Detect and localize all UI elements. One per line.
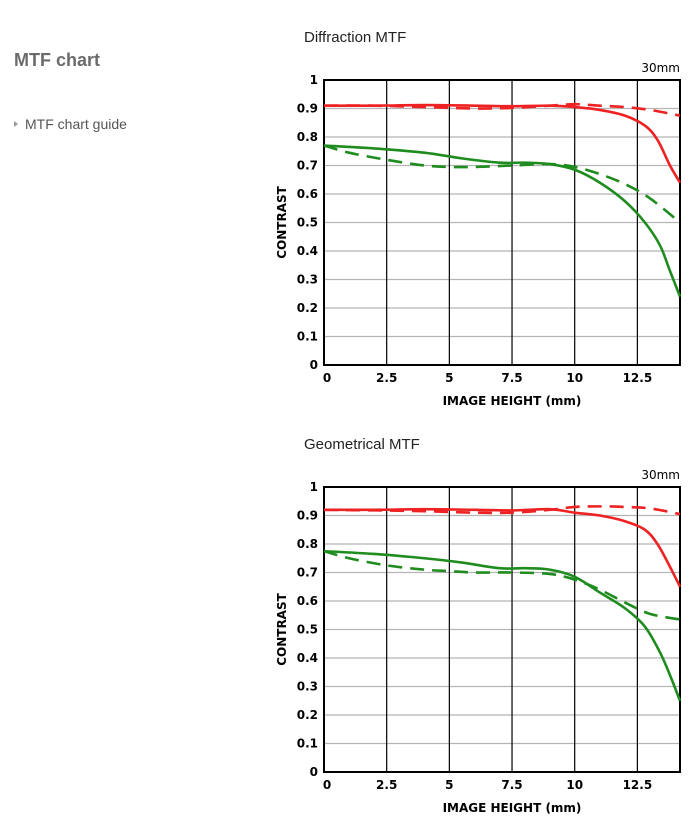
y-tick-label: 0.8 [297, 130, 318, 144]
x-axis-label: IMAGE HEIGHT (mm) [443, 801, 582, 815]
x-tick-label: 5 [445, 371, 453, 385]
diffraction-mtf-chart: Diffraction MTF 0 0.1 0.2 0.3 0.4 0.5 0.6 0.7 0.… [262, 25, 692, 425]
series-green-solid-line [323, 144, 682, 298]
y-axis-label: CONTRAST [275, 592, 289, 665]
y-tick-label: 0.7 [297, 566, 318, 580]
y-tick-label: 0 [310, 765, 318, 779]
y-tick-label: 0.2 [297, 708, 318, 722]
x-tick-label: 0 [323, 778, 331, 792]
y-tick-label: 0.1 [297, 330, 318, 344]
chart-title: Diffraction MTF [304, 29, 407, 46]
focal-length-annotation: 30mm [641, 468, 680, 482]
series-red-solid-line [323, 507, 682, 588]
y-axis-label: CONTRAST [275, 185, 289, 258]
y-tick-label: 0.6 [297, 187, 318, 201]
y-tick-label: 0.9 [297, 509, 318, 523]
y-tick-label: 0.8 [297, 537, 318, 551]
y-tick-label: 0.7 [297, 159, 318, 173]
geometrical-mtf-chart: Geometrical MTF 0 0.1 0.2 0.3 0.4 0.5 0.6 0.7 0.… [262, 432, 692, 832]
x-tick-label: 5 [445, 778, 453, 792]
mtf-chart-guide-label: MTF chart guide [25, 116, 127, 132]
series-green-dashed-line [323, 549, 681, 621]
sidebar: MTF chart MTF chart guide [0, 0, 260, 823]
y-tick-label: 0.2 [297, 301, 318, 315]
y-tick-label: 0.4 [297, 651, 318, 665]
series-red-dashed-line [323, 505, 681, 516]
y-tick-label: 0.4 [297, 244, 318, 258]
chart-svg: 00.10.20.30.40.50.60.70.80.910 2.5 5 7.5 10 1… [275, 468, 682, 815]
plot-frame [323, 486, 681, 773]
y-tick-label: 0.5 [297, 216, 318, 230]
y-tick-label: 0.9 [297, 102, 318, 116]
x-tick-label: 7.5 [501, 778, 522, 792]
x-tick-label: 12.5 [623, 778, 653, 792]
mtf-chart-guide-link[interactable]: MTF chart guide [14, 116, 127, 132]
y-tick-label: 0.1 [297, 737, 318, 751]
x-tick-label: 7.5 [501, 371, 522, 385]
chart-title: Geometrical MTF [304, 436, 420, 453]
y-tick-label: 0.5 [297, 623, 318, 637]
sidebar-title: MTF chart [14, 50, 101, 70]
y-tick-label: 0.6 [297, 594, 318, 608]
y-tick-label: 0.3 [297, 273, 318, 287]
x-tick-label: 12.5 [623, 371, 653, 385]
x-tick-label: 10 [566, 778, 583, 792]
y-tick-label: 0.3 [297, 680, 318, 694]
series-red-dashed-line [323, 102, 681, 117]
series-red-solid-line [323, 103, 682, 184]
plot-frame [323, 79, 681, 366]
y-tick-label: 1 [310, 73, 318, 87]
focal-length-annotation: 30mm [641, 61, 680, 75]
series-green-dashed-line [323, 144, 681, 224]
x-tick-label: 2.5 [376, 778, 397, 792]
triangle-right-icon [14, 121, 18, 127]
x-tick-label: 2.5 [376, 371, 397, 385]
series-green-solid-line [323, 549, 682, 702]
x-tick-label: 10 [566, 371, 583, 385]
y-tick-label: 1 [310, 480, 318, 494]
x-tick-label: 0 [323, 371, 331, 385]
x-axis-label: IMAGE HEIGHT (mm) [443, 394, 582, 408]
y-tick-label: 0 [310, 358, 318, 372]
chart-svg: 00.10.20.30.40.50.60.70.80.910 2.5 5 7.5 10 1… [275, 61, 682, 408]
